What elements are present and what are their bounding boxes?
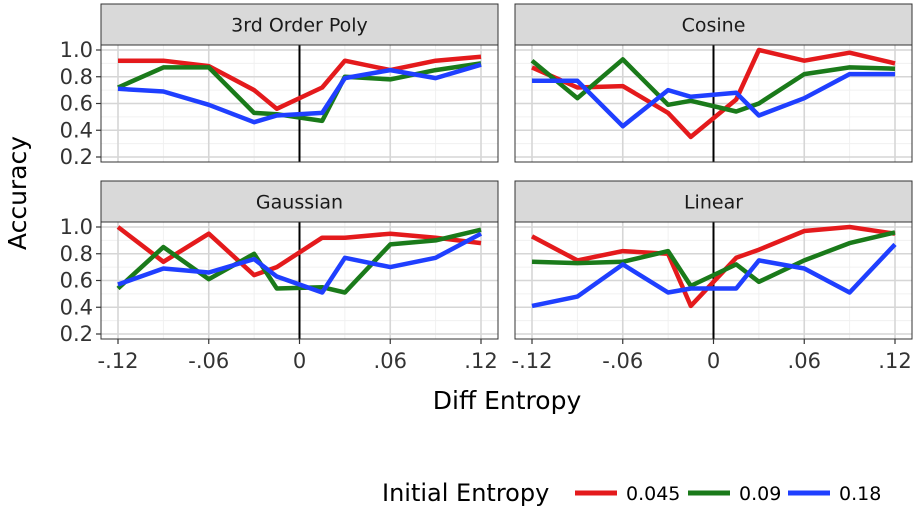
x-tick-label: .06 — [374, 349, 407, 373]
y-axis-title: Accuracy — [3, 136, 32, 250]
x-tick-label: -.12 — [512, 349, 553, 373]
facet-title: Linear — [684, 192, 743, 214]
panels: 3rd Order Poly Cosine Gaussian Linear — [100, 3, 913, 340]
legend-title: Initial Entropy — [382, 479, 549, 507]
series-line — [116, 225, 482, 278]
series-line — [117, 62, 482, 125]
y-tick-label: 0.4 — [60, 118, 93, 142]
series-line — [116, 227, 482, 295]
x-tick-label: -.06 — [602, 349, 643, 373]
series-line — [532, 71, 895, 129]
legend: Initial Entropy 0.045 0.09 0.18 — [382, 479, 881, 507]
y-tick-label: 0.8 — [60, 242, 93, 266]
legend-label: 0.09 — [739, 483, 781, 505]
facet-panel: 3rd Order Poly — [100, 3, 499, 163]
facet-strip — [514, 180, 913, 223]
y-tick-label: 1.0 — [60, 215, 93, 239]
series-line — [117, 231, 483, 295]
y-tick-label: 0.2 — [60, 322, 93, 346]
series-line — [530, 57, 896, 114]
facet-title: 3rd Order Poly — [231, 15, 368, 37]
facet-strip — [100, 180, 499, 223]
panel-border — [514, 44, 913, 163]
y-tick-label: 0.6 — [60, 92, 93, 116]
x-axis-title: Diff Entropy — [433, 386, 582, 415]
facet-panel: Cosine — [514, 3, 913, 163]
facet-title: Cosine — [682, 15, 746, 37]
facet-strip — [100, 3, 499, 46]
y-tick-label: 0.6 — [60, 269, 93, 293]
x-tick-label: -.12 — [98, 349, 139, 373]
y-tick-label: 0.4 — [60, 295, 93, 319]
x-tick-label: .12 — [878, 349, 911, 373]
legend-label: 0.045 — [626, 483, 680, 505]
facet-panel: Gaussian — [100, 180, 499, 340]
y-tick-label: 0.2 — [60, 145, 93, 169]
facet-strip — [514, 3, 913, 46]
y-tick-label: 1.0 — [60, 38, 93, 62]
facet-panel: Linear — [514, 180, 913, 340]
x-tick-label: .12 — [464, 349, 497, 373]
series-line — [531, 242, 897, 309]
x-tick-label: 0 — [707, 349, 720, 373]
x-tick-label: -.06 — [188, 349, 229, 373]
x-tick-label: .06 — [788, 349, 821, 373]
y-tick-label: 0.8 — [60, 65, 93, 89]
series-line — [118, 54, 482, 112]
series-line — [531, 230, 896, 289]
facet-title: Gaussian — [256, 192, 343, 214]
series-line — [531, 47, 896, 140]
series-line — [530, 224, 896, 309]
x-tick-label: 0 — [293, 349, 306, 373]
legend-label: 0.18 — [839, 483, 881, 505]
axis-ticks: 0.20.40.60.81.00.20.40.60.81.0-.12 -.06 0.… — [60, 38, 912, 373]
